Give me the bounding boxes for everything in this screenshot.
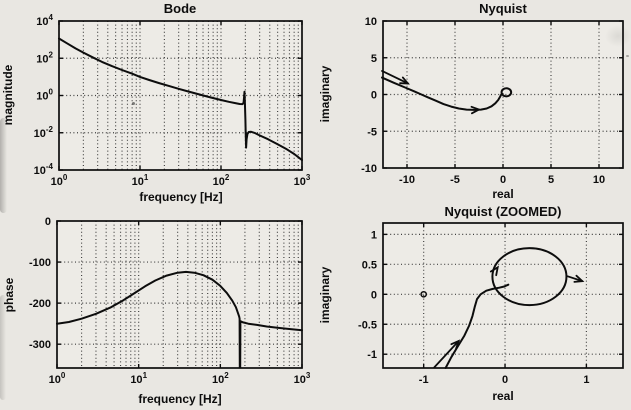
x-tick-label: 103 [294,173,311,188]
nyquist-zoomed-plot: 1 0.5 0 -0.5 -1 -1 0 1 Nyquist (ZOOMED) real imagi… [318,205,624,403]
x-axis-label: frequency [Hz] [139,190,222,204]
arrowhead-icon [489,265,499,277]
axes-frame [58,20,303,171]
series-nyquist-contour [381,76,503,111]
arrowhead-icon [573,274,585,283]
x-axis-label: frequency [Hz] [138,392,221,406]
loop-circle [491,247,568,307]
y-tick-label: 0 [45,216,51,228]
series-nyquist-contour-zoomed [444,283,510,369]
x-tick-label: 101 [130,371,147,386]
x-tick-label: 0 [502,374,508,386]
y-tick-label: -10 [361,163,377,175]
plot-area [57,221,302,368]
chart-title: Bode [164,1,197,16]
y-tick-label: -200 [29,298,51,310]
bode-phase-plot: 0 -100 -200 -300 100 101 102 103 frequency [Hz] p… [2,216,311,406]
y-tick-label: 0 [371,289,377,301]
axes-frame [382,222,624,369]
arrow-shaft [433,340,460,369]
x-tick-label: 103 [294,371,311,386]
x-tick-label: -5 [450,174,460,186]
x-tick-label: -1 [419,374,429,386]
x-axis-label: real [492,389,513,403]
y-tick-label: 0.5 [362,259,377,271]
x-tick-label: 102 [213,173,230,188]
y-axis-label: magnitude [1,64,15,125]
arrow-shaft [381,70,409,85]
series-magnitude-response [58,37,303,162]
x-tick-label: 101 [132,173,149,188]
y-tick-label: -0.5 [358,319,377,331]
series-phase-response [56,270,303,369]
y-tick-label: -5 [367,126,377,138]
arrow-shaft [566,275,584,283]
y-tick-label: 102 [36,50,53,65]
x-tick-label: 100 [51,173,68,188]
arrowhead-icon [470,105,482,115]
loop-circle [500,87,513,98]
y-tick-label: -100 [29,257,51,269]
y-tick-label: -1 [367,349,377,361]
y-tick-label: 1 [371,229,377,241]
arrowhead-icon [399,76,410,85]
x-tick-label: -10 [399,174,415,186]
y-tick-label: 100 [36,88,53,103]
arrowhead-icon [450,339,461,350]
x-tick-label: 10 [593,174,605,186]
x-tick-label: 5 [548,174,554,186]
chart-title: Nyquist [479,1,527,16]
y-tick-label: 10-4 [34,162,54,177]
nyquist-plot: 10 5 0 -5 -10 -10 -5 0 5 10 Nyquist real imaginary [318,1,624,201]
y-tick-label: 104 [36,13,53,28]
y-axis-label: phase [2,277,16,312]
y-tick-label: 10-2 [34,125,54,140]
x-axis-label: real [492,187,513,201]
y-axis-label: imaginary [318,266,332,323]
x-tick-label: 0 [500,174,506,186]
y-tick-label: 0 [371,90,377,102]
x-tick-label: 102 [212,371,229,386]
axes-frame [382,20,624,169]
grid [383,223,623,368]
x-tick-label: 100 [49,371,66,386]
y-axis-label: imaginary [318,65,332,122]
y-tick-label: -300 [29,339,51,351]
grid [59,21,302,170]
axes-frame [56,220,303,369]
chart-title: Nyquist (ZOOMED) [445,205,562,219]
y-tick-label: 10 [365,16,377,28]
grid [57,221,302,368]
circle-marker [420,290,428,298]
y-tick-label: 5 [371,53,377,65]
x-tick-label: 1 [583,374,589,386]
